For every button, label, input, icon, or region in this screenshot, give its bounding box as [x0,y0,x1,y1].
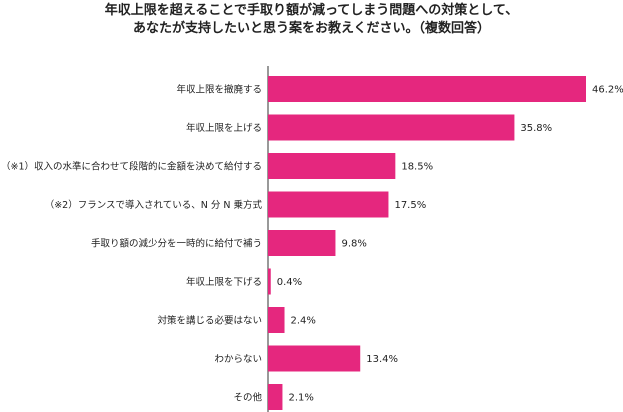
bar [268,153,396,179]
data-label: 2.4% [291,316,316,327]
category-label: その他 [233,392,262,404]
data-label: 2.1% [288,393,313,404]
category-label: わからない [214,354,262,365]
chart-title-line-2: あなたが支持したいと思う案をお教えください。（複数回答） [132,21,491,36]
data-label: 9.8% [341,239,366,250]
category-label: （※2）フランスで導入されている、N 分 N 乗方式 [45,199,263,211]
category-label: 年収上限を下げる [186,276,262,288]
bar [268,114,515,141]
category-label: 対策を講じる必要はない [157,315,262,327]
category-label: 年収上限を上げる [186,122,262,134]
bar [268,384,283,410]
category-label: 手取り額の減少分を一時的に給付で補う [91,238,262,250]
bar [268,191,389,218]
bar [268,268,271,295]
data-label: 35.8% [520,123,552,134]
data-label: 17.5% [394,200,426,211]
data-label: 18.5% [401,162,433,173]
bar [268,76,586,102]
chart-title-line-1: 年収上限を超えることで手取り額が減ってしまう問題への対策として、 [104,3,519,18]
category-label: （※1）収入の水準に合わせて段階的に金額を決めて給付する [1,161,262,173]
bar [268,345,361,372]
data-label: 46.2% [592,85,623,96]
bar [268,307,285,333]
category-label: 年収上限を撤廃する [176,84,262,96]
bar [268,230,336,256]
data-label: 0.4% [277,277,302,288]
data-label: 13.4% [366,354,398,365]
